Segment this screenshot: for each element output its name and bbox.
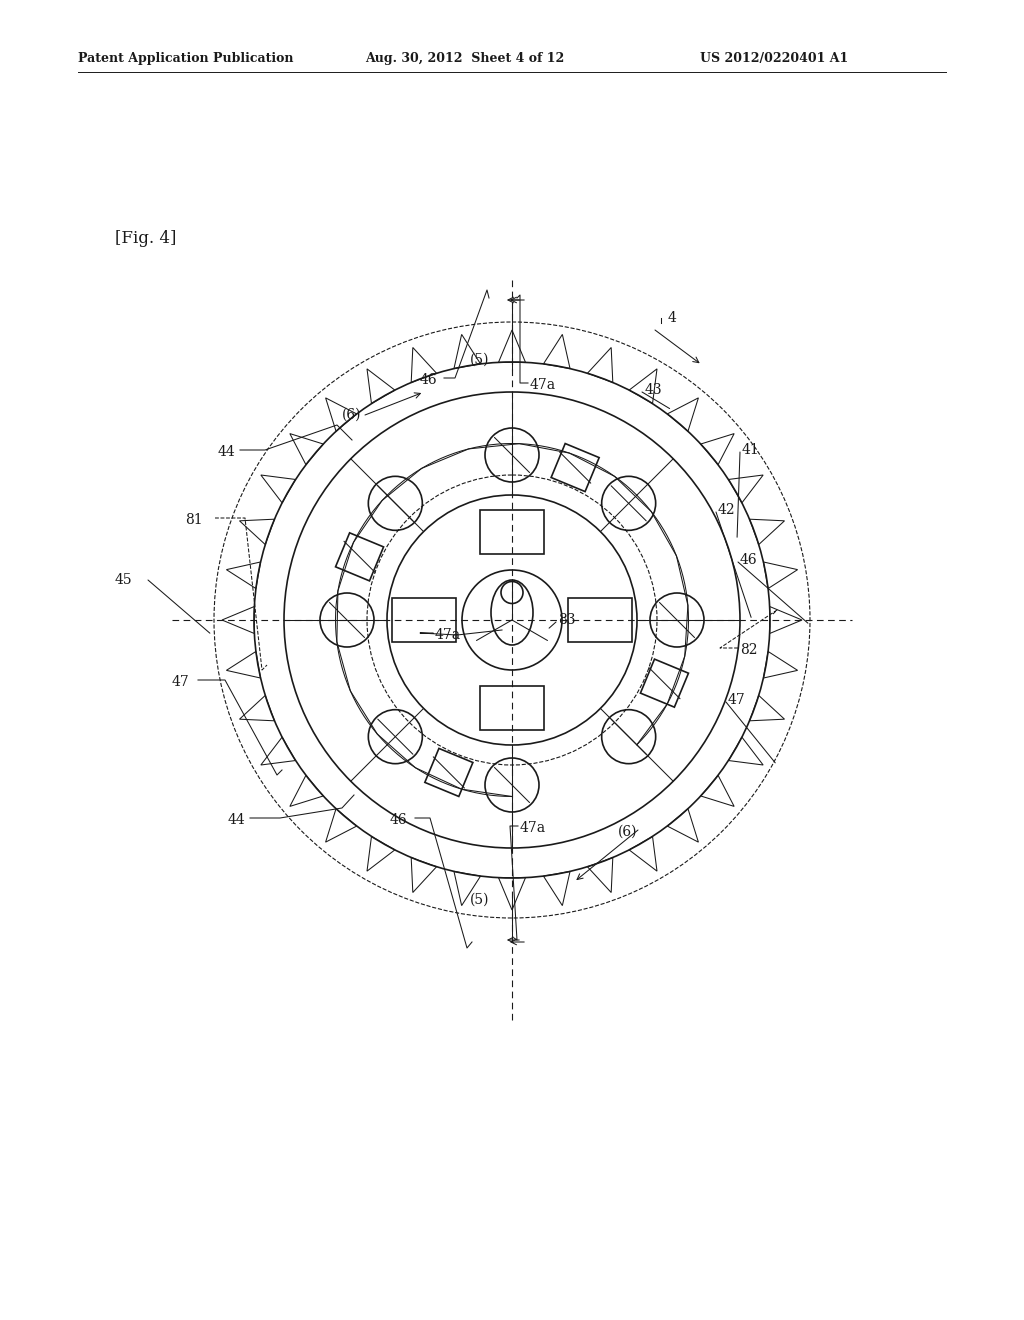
Text: 83: 83 bbox=[558, 612, 575, 627]
Text: [Fig. 4]: [Fig. 4] bbox=[115, 230, 176, 247]
Text: 47: 47 bbox=[728, 693, 745, 708]
Text: 46: 46 bbox=[740, 553, 758, 568]
Text: 47a: 47a bbox=[530, 378, 556, 392]
Text: 45: 45 bbox=[115, 573, 133, 587]
Text: 41: 41 bbox=[742, 444, 760, 457]
Text: 81: 81 bbox=[185, 513, 203, 527]
Text: 47a: 47a bbox=[520, 821, 546, 836]
Text: 44: 44 bbox=[218, 445, 236, 459]
Text: 46: 46 bbox=[390, 813, 408, 828]
Text: Aug. 30, 2012  Sheet 4 of 12: Aug. 30, 2012 Sheet 4 of 12 bbox=[365, 51, 564, 65]
Text: Patent Application Publication: Patent Application Publication bbox=[78, 51, 294, 65]
Text: 82: 82 bbox=[740, 643, 758, 657]
Text: (6): (6) bbox=[342, 408, 361, 422]
Text: 42: 42 bbox=[718, 503, 735, 517]
Text: 4: 4 bbox=[668, 312, 677, 325]
Text: 47: 47 bbox=[172, 675, 189, 689]
Text: 47a: 47a bbox=[435, 628, 461, 642]
Text: (5): (5) bbox=[470, 352, 489, 367]
Text: 43: 43 bbox=[645, 383, 663, 397]
Text: US 2012/0220401 A1: US 2012/0220401 A1 bbox=[700, 51, 848, 65]
Text: (6): (6) bbox=[618, 825, 638, 840]
Text: 44: 44 bbox=[228, 813, 246, 828]
Text: (5): (5) bbox=[470, 894, 489, 907]
Text: 46: 46 bbox=[420, 374, 437, 387]
